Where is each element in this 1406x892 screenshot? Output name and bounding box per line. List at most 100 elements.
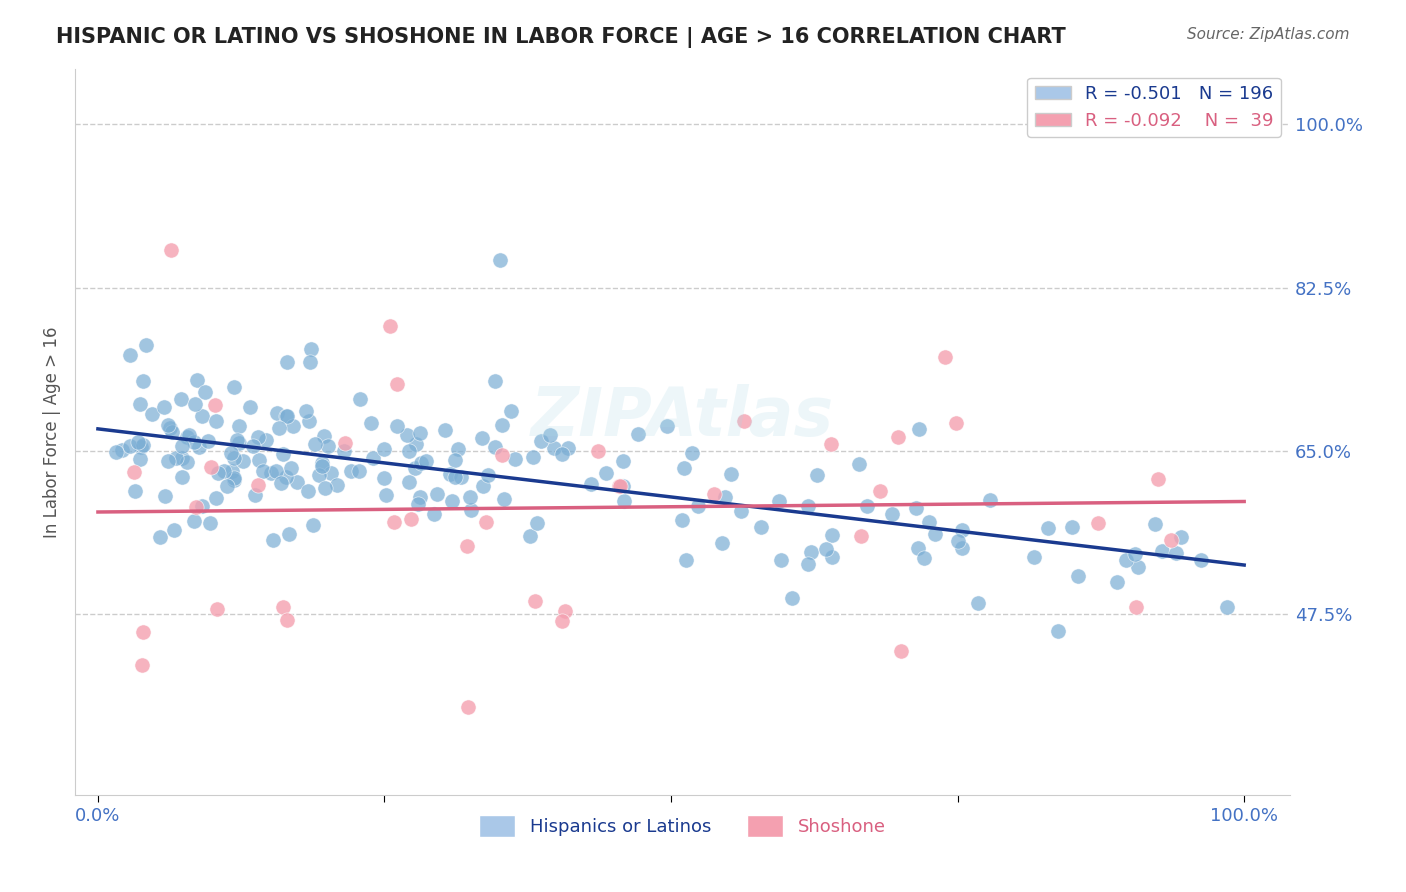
Point — [681, 446, 703, 460]
Point — [607, 478, 630, 492]
Point — [183, 514, 205, 528]
Point — [135, 337, 157, 351]
Point — [132, 438, 155, 452]
Point — [1047, 624, 1070, 638]
Point — [308, 467, 330, 482]
Point — [363, 450, 385, 465]
Point — [333, 444, 356, 458]
Point — [243, 488, 266, 502]
Point — [204, 414, 226, 428]
Point — [409, 426, 432, 441]
Point — [360, 416, 382, 430]
Point — [228, 436, 250, 450]
Point — [219, 446, 242, 460]
Point — [247, 430, 270, 444]
Point — [270, 475, 292, 490]
Point — [159, 244, 181, 258]
Point — [820, 436, 842, 450]
Point — [311, 457, 333, 471]
Point — [769, 552, 792, 566]
Point — [1160, 533, 1182, 547]
Point — [226, 433, 249, 447]
Point — [904, 501, 927, 516]
Point — [207, 467, 229, 481]
Point — [398, 475, 420, 489]
Point — [170, 392, 193, 406]
Point — [153, 489, 176, 503]
Point — [254, 433, 277, 447]
Point — [118, 439, 141, 453]
Point — [484, 440, 506, 454]
Point — [890, 644, 912, 658]
Point — [132, 374, 155, 388]
Point — [304, 436, 326, 450]
Point — [149, 530, 172, 544]
Point — [262, 533, 284, 548]
Point — [1060, 520, 1083, 534]
Point — [443, 470, 465, 484]
Point — [271, 599, 294, 614]
Point — [1150, 543, 1173, 558]
Point — [375, 488, 398, 502]
Text: Source: ZipAtlas.com: Source: ZipAtlas.com — [1187, 27, 1350, 42]
Point — [474, 515, 496, 529]
Y-axis label: In Labor Force | Age > 16: In Labor Force | Age > 16 — [44, 326, 60, 538]
Point — [191, 499, 214, 513]
Point — [457, 699, 479, 714]
Point — [159, 421, 181, 435]
Point — [122, 466, 145, 480]
Point — [222, 470, 245, 484]
Point — [170, 470, 193, 484]
Point — [595, 466, 617, 480]
Point — [934, 350, 956, 364]
Point — [1189, 553, 1212, 567]
Point — [347, 464, 370, 478]
Point — [269, 421, 291, 435]
Point — [224, 451, 246, 466]
Point — [301, 517, 323, 532]
Point — [967, 596, 990, 610]
Point — [671, 513, 693, 527]
Point — [538, 428, 561, 442]
Point — [294, 404, 316, 418]
Point — [924, 527, 946, 541]
Point — [316, 440, 339, 454]
Point — [127, 435, 149, 450]
Point — [204, 398, 226, 412]
Point — [190, 409, 212, 423]
Point — [749, 520, 772, 534]
Point — [720, 467, 742, 481]
Point — [472, 479, 495, 493]
Point — [1038, 521, 1060, 535]
Point — [471, 431, 494, 445]
Point — [277, 526, 299, 541]
Point — [848, 457, 870, 471]
Point — [710, 536, 733, 550]
Point — [378, 318, 401, 333]
Point — [228, 419, 250, 434]
Point — [443, 453, 465, 467]
Point — [312, 428, 335, 442]
Point — [979, 493, 1001, 508]
Point — [450, 470, 472, 484]
Point — [105, 445, 128, 459]
Point — [373, 470, 395, 484]
Point — [821, 528, 844, 542]
Point — [129, 440, 152, 454]
Point — [460, 502, 482, 516]
Point — [1126, 560, 1149, 574]
Point — [530, 434, 553, 449]
Point — [266, 406, 288, 420]
Point — [385, 377, 408, 392]
Point — [551, 614, 574, 628]
Point — [118, 348, 141, 362]
Point — [499, 404, 522, 418]
Point — [186, 374, 208, 388]
Point — [797, 557, 820, 571]
Point — [271, 447, 294, 461]
Point — [276, 613, 298, 627]
Point — [298, 414, 321, 428]
Point — [408, 490, 430, 504]
Point — [821, 550, 844, 565]
Point — [299, 355, 322, 369]
